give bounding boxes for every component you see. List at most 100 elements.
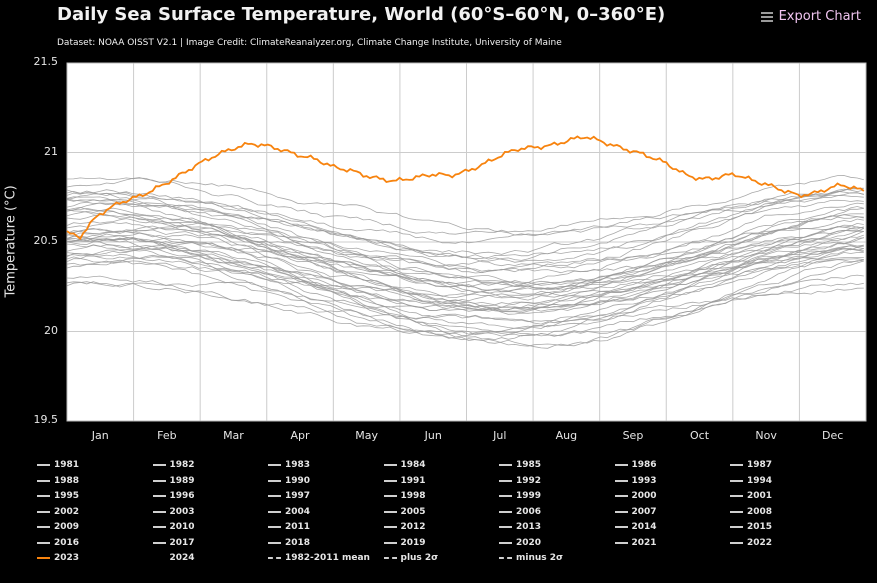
year-series-line: [66, 218, 864, 311]
legend-item[interactable]: 2017: [152, 537, 195, 548]
legend-swatch: [268, 526, 281, 528]
legend-item[interactable]: 2016: [37, 538, 79, 548]
legend-label: 2016: [54, 537, 80, 548]
legend-label: 2018: [285, 537, 311, 548]
legend-item[interactable]: 1991: [383, 476, 426, 486]
export-chart-label: Export Chart: [778, 9, 861, 24]
legend-swatch: [268, 510, 281, 513]
legend-label: 2002: [54, 506, 80, 517]
legend-swatch: [499, 495, 512, 497]
legend-item[interactable]: 1997: [268, 491, 310, 501]
legend-item[interactable]: 1982: [152, 460, 195, 470]
legend-item[interactable]: 1990: [268, 476, 310, 486]
legend-item[interactable]: 1986: [614, 460, 657, 470]
legend-item[interactable]: 2007: [614, 506, 657, 517]
legend-item[interactable]: 2001: [730, 491, 772, 501]
legend-swatch: [730, 479, 743, 482]
legend-label: 1984: [400, 460, 426, 470]
year-series-line: [66, 214, 864, 291]
legend-item[interactable]: 2009: [37, 522, 79, 532]
x-tick-label: Jan: [91, 429, 109, 442]
legend-item[interactable]: 2022: [730, 538, 772, 548]
export-chart-button[interactable]: Export Chart: [760, 9, 861, 24]
year-series-line: [66, 243, 864, 341]
x-tick-label: May: [355, 429, 378, 442]
legend-item[interactable]: 2018: [268, 538, 310, 548]
legend-label: minus 2σ: [516, 553, 564, 563]
legend-item[interactable]: 1998: [383, 491, 426, 501]
legend-swatch: [614, 541, 628, 544]
legend-item[interactable]: 1989: [152, 476, 195, 486]
year-series-line: [66, 192, 864, 267]
legend-item[interactable]: 2000: [614, 491, 657, 501]
legend-item[interactable]: 1982-2011 mean: [268, 553, 370, 563]
x-tick-label: Oct: [690, 429, 710, 442]
legend-item[interactable]: 1995: [37, 491, 79, 501]
legend-item[interactable]: 2003: [152, 507, 195, 517]
legend-item[interactable]: 2008: [730, 507, 772, 517]
legend-label: 1981: [54, 460, 80, 470]
legend-swatch: [614, 464, 628, 466]
legend-item[interactable]: 2006: [499, 507, 541, 517]
legend-item[interactable]: 1983: [268, 460, 310, 470]
legend-label: 2007: [631, 506, 657, 517]
legend-label: 2017: [169, 537, 195, 548]
legend-item[interactable]: 1993: [614, 475, 657, 486]
legend-label: 2004: [285, 506, 311, 517]
legend-label: 2024: [169, 553, 195, 563]
legend-item[interactable]: 2002: [37, 507, 79, 517]
legend-swatch: [614, 510, 628, 513]
legend-item[interactable]: 2014: [614, 522, 657, 532]
legend-label: 1983: [285, 460, 311, 470]
legend-label: 2009: [54, 522, 80, 532]
legend-item[interactable]: 2024: [153, 553, 195, 563]
legend-item[interactable]: 1981: [37, 460, 79, 470]
legend-item[interactable]: 2005: [383, 507, 426, 517]
legend-swatch: [383, 479, 397, 482]
legend-item[interactable]: 2015: [730, 522, 772, 532]
legend-label: 2008: [747, 506, 773, 517]
legend-item[interactable]: 1994: [730, 476, 772, 486]
legend-item[interactable]: 1985: [499, 460, 541, 470]
year-series-line: [66, 188, 864, 273]
y-tick-label: 20.5: [33, 234, 59, 247]
legend-label: 1995: [54, 491, 80, 501]
legend-item[interactable]: 2020: [499, 538, 541, 548]
legend-item[interactable]: 2004: [268, 507, 310, 517]
y-tick-label: 21.5: [33, 55, 59, 68]
legend-label: 2023: [54, 553, 80, 563]
legend-item[interactable]: plus 2σ: [383, 553, 438, 563]
legend-item[interactable]: 1992: [499, 476, 541, 486]
legend-item[interactable]: 1984: [383, 460, 426, 470]
legend-item[interactable]: 2012: [383, 522, 426, 532]
legend-swatch: [383, 526, 397, 528]
legend-item[interactable]: 2023: [37, 553, 79, 563]
legend-item[interactable]: 1999: [499, 491, 541, 501]
legend-item[interactable]: 2019: [383, 538, 426, 548]
y-tick-label: 21: [44, 144, 58, 158]
legend-item[interactable]: 2011: [268, 522, 310, 532]
year-series-line: [66, 237, 864, 306]
legend-item[interactable]: 1996: [152, 491, 195, 501]
legend-item[interactable]: 1987: [730, 460, 772, 470]
legend-item[interactable]: 1988: [37, 476, 79, 486]
legend-item[interactable]: 2021: [614, 538, 657, 548]
legend-label: 1985: [516, 460, 542, 470]
x-tick-label: Jul: [493, 429, 507, 442]
year-series-line: [66, 237, 864, 314]
year-series-line: [66, 196, 864, 288]
legend-swatch: [268, 541, 281, 544]
year-series-line: [66, 222, 864, 291]
legend-swatch: [499, 557, 512, 559]
legend-swatch: [383, 557, 397, 559]
legend-item[interactable]: 2010: [152, 522, 195, 532]
legend-swatch: [614, 495, 628, 497]
legend-swatch: [730, 541, 743, 544]
legend-label: 2000: [631, 491, 657, 501]
legend-swatch: [499, 510, 512, 513]
legend-item[interactable]: 2013: [499, 522, 541, 532]
legend-label: 1993: [631, 475, 657, 486]
legend-item[interactable]: minus 2σ: [499, 553, 563, 563]
x-tick-label: Mar: [223, 429, 244, 442]
